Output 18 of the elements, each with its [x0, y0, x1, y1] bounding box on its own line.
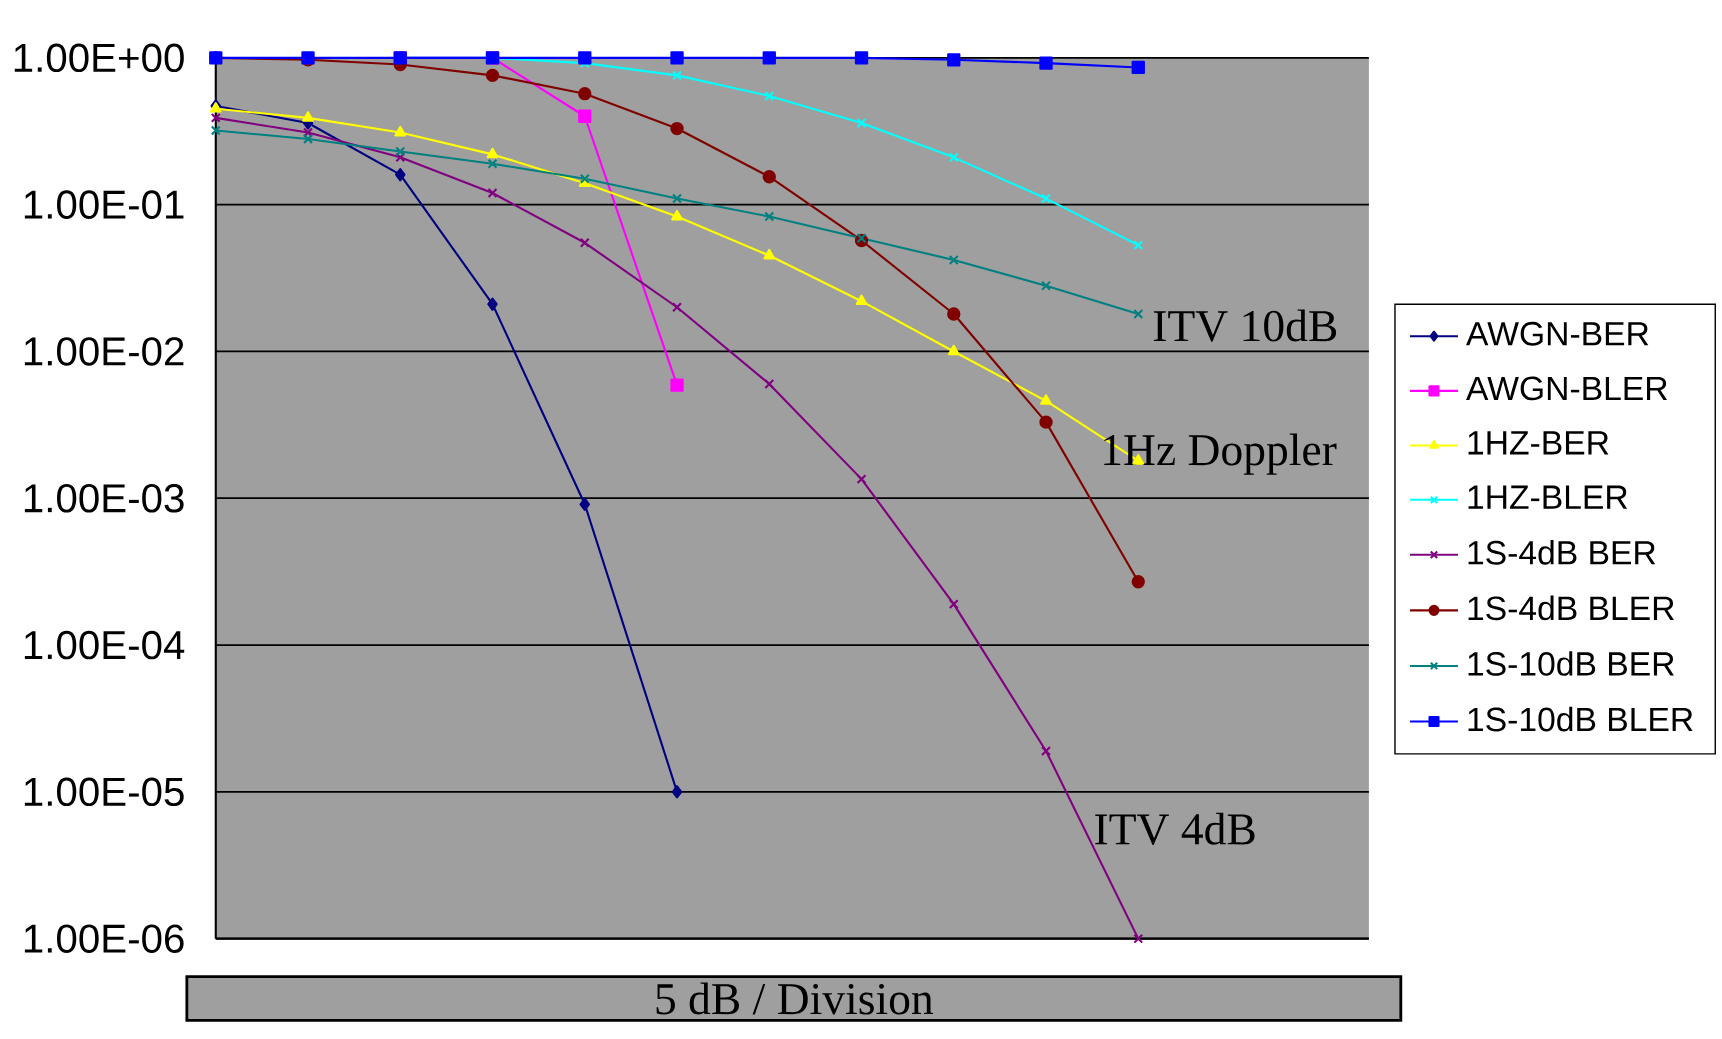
y-tick-label: 1.00E-06 [24, 924, 184, 953]
y-tick-label: 1.00E+00 [14, 43, 184, 72]
annotation: ITV 4dB [1095, 812, 1255, 845]
legend-label: 1HZ-BER [1468, 431, 1609, 455]
y-tick-label: 1.00E-05 [24, 777, 184, 806]
annotation: ITV 10dB [1153, 309, 1337, 342]
legend-label: 1S-4dB BLER [1468, 595, 1674, 621]
legend-label: 1S-4dB BER [1468, 539, 1656, 565]
x-axis-title: 5 dB / Division [656, 982, 934, 1015]
legend-label: 1S-10dB BLER [1468, 706, 1693, 732]
y-tick-label: 1.00E-03 [24, 483, 184, 513]
y-tick-label: 1.00E-02 [24, 336, 184, 366]
y-tick-label: 1.00E-01 [24, 190, 184, 219]
legend-label: AWGN-BLER [1466, 376, 1668, 401]
legend-label: 1S-10dB BER [1468, 650, 1674, 676]
y-tick-label: 1.00E-04 [24, 630, 185, 660]
legend-label: AWGN-BER [1466, 321, 1649, 346]
legend-label: 1HZ-BLER [1468, 485, 1628, 509]
